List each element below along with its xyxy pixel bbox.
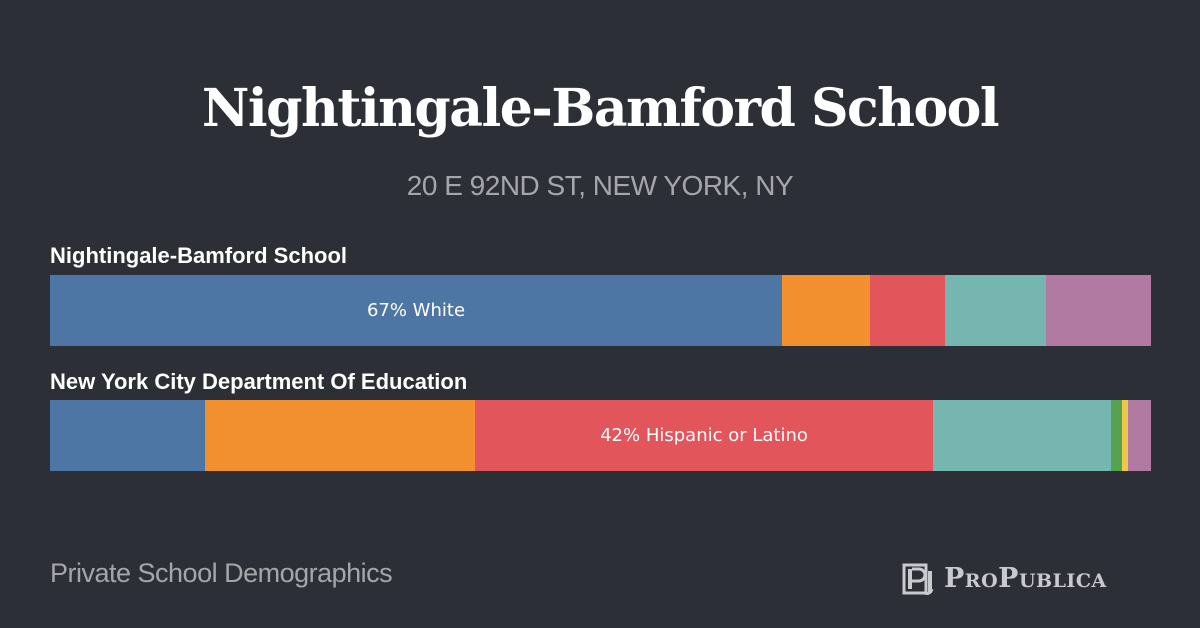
bar-district: 42% Hispanic or Latino (50, 400, 1151, 471)
school-address: 20 E 92ND ST, NEW YORK, NY (406, 170, 794, 201)
bar-segment-multiracial (1046, 275, 1151, 346)
row-label-district: New York City Department Of Education (50, 369, 468, 394)
propublica-wordmark: ProPublica (944, 562, 1107, 594)
bar-segment-multiracial (1128, 400, 1151, 471)
footer-caption: Private School Demographics (50, 558, 393, 588)
propublica-logo[interactable]: ProPublica (902, 558, 1152, 598)
demographics-chart: Nightingale-Bamford School 67% White New… (50, 0, 1151, 628)
page-title: Nightingale-Bamford School (201, 78, 1000, 139)
bar-school: 67% White (50, 275, 1151, 346)
bar-segment-black (945, 275, 1046, 346)
bar-segment-native_american (1111, 400, 1122, 471)
bar-segment-asian (782, 275, 870, 346)
bar-segment-pacific_islander (1122, 400, 1128, 471)
bar-data-label: 42% Hispanic or Latino (600, 425, 808, 446)
bar-segment-white: 67% White (50, 275, 782, 346)
bar-segment-hispanic (870, 275, 945, 346)
bar-data-label: 67% White (366, 300, 466, 321)
row-label-school: Nightingale-Bamford School (50, 243, 347, 268)
bar-segment-hispanic: 42% Hispanic or Latino (475, 400, 933, 471)
bar-segment-black (933, 400, 1111, 471)
bar-segment-white (50, 400, 205, 471)
bar-segment-asian (205, 400, 475, 471)
propublica-logo-icon (902, 561, 936, 595)
